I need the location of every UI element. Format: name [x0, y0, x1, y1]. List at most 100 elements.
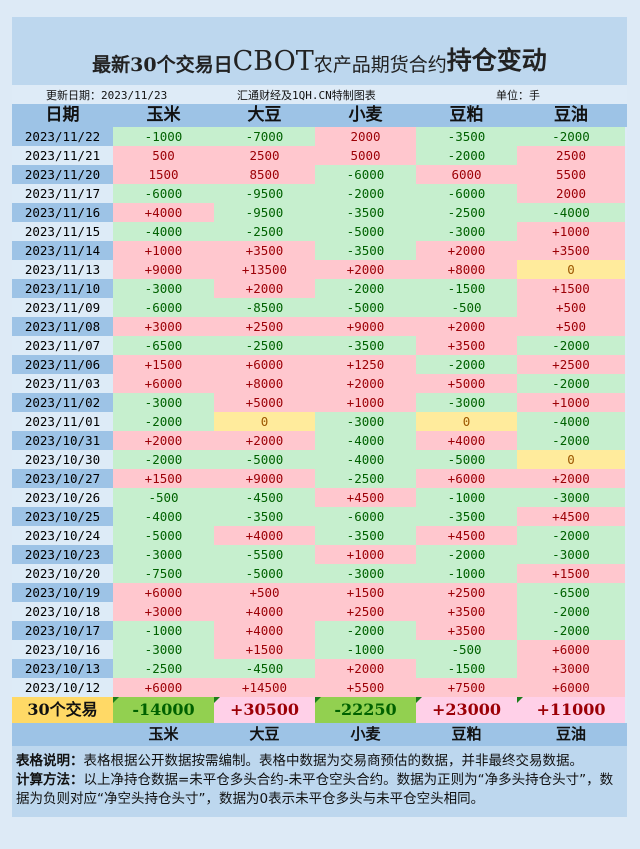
date-cell: 2023/11/14 [12, 241, 113, 260]
date-cell: 2023/11/09 [12, 298, 113, 317]
value-cell: -9500 [214, 203, 315, 222]
value-cell: +4000 [214, 602, 315, 621]
value-cell: +1500 [113, 469, 214, 488]
value-cell: +4000 [214, 526, 315, 545]
date-cell: 2023/11/16 [12, 203, 113, 222]
value-cell: 500 [113, 146, 214, 165]
table-row: 2023/11/14 +1000 +3500 -3500 +2000 +3500 [12, 241, 627, 260]
value-cell: -2500 [416, 203, 517, 222]
date-cell: 2023/11/06 [12, 355, 113, 374]
value-cell: -2000 [315, 621, 416, 640]
table-row: 2023/11/13 +9000 +13500 +2000 +8000 0 [12, 260, 627, 279]
table-row: 2023/11/10 -3000 +2000 -2000 -1500 +1500 [12, 279, 627, 298]
value-cell: +1500 [517, 279, 625, 298]
value-cell: +1000 [517, 393, 625, 412]
value-cell: +9000 [315, 317, 416, 336]
table-row: 2023/11/20 1500 8500 -6000 6000 5500 [12, 165, 627, 184]
table-row: 2023/10/30 -2000 -5000 -4000 -5000 0 [12, 450, 627, 469]
value-cell: -6500 [517, 583, 625, 602]
value-cell: -3500 [315, 526, 416, 545]
date-cell: 2023/10/12 [12, 678, 113, 697]
value-cell: -3000 [517, 545, 625, 564]
date-cell: 2023/10/30 [12, 450, 113, 469]
date-cell: 2023/10/19 [12, 583, 113, 602]
footer-header: 玉米 大豆 小麦 豆粕 豆油 [12, 723, 627, 746]
value-cell: -2000 [517, 621, 625, 640]
value-cell: -4500 [214, 659, 315, 678]
column-header: 玉米 [146, 105, 181, 125]
summary-value-text: +23000 [431, 700, 502, 719]
value-cell: -8500 [214, 298, 315, 317]
column-header: 豆油 [554, 105, 588, 125]
value-cell: 1500 [113, 165, 214, 184]
date-cell: 2023/11/08 [12, 317, 113, 336]
date-cell: 2023/10/18 [12, 602, 113, 621]
footer-column-header: 豆油 [555, 725, 586, 743]
value-cell: -500 [416, 640, 517, 659]
note-paragraph: 计算方法：以上净持仓数据=未平仓多头合约-未平仓空头合约。数据为正则为“净多头持… [16, 771, 623, 809]
value-cell: +2000 [416, 317, 517, 336]
comment-marker-icon [416, 697, 422, 703]
column-header: 小麦 [348, 105, 383, 125]
table-row: 2023/10/20 -7500 -5000 -3000 -1000 +1500 [12, 564, 627, 583]
value-cell: -9500 [214, 184, 315, 203]
note-label: 计算方法： [16, 772, 84, 788]
date-cell: 2023/10/31 [12, 431, 113, 450]
date-cell: 2023/10/26 [12, 488, 113, 507]
value-cell: -2500 [214, 336, 315, 355]
value-cell: +1000 [315, 393, 416, 412]
value-cell: +3000 [113, 317, 214, 336]
footer-column-header: 豆粕 [451, 725, 482, 743]
summary-value: +23000 [416, 697, 517, 723]
date-cell: 2023/10/13 [12, 659, 113, 678]
summary-value: +30500 [214, 697, 315, 723]
value-cell: +2000 [214, 431, 315, 450]
value-cell: -3000 [416, 222, 517, 241]
value-cell: +2000 [315, 260, 416, 279]
value-cell: +4000 [113, 203, 214, 222]
value-cell: -3500 [315, 241, 416, 260]
value-cell: +500 [517, 317, 625, 336]
value-cell: -5000 [416, 450, 517, 469]
value-cell: +1000 [113, 241, 214, 260]
value-cell: -500 [113, 488, 214, 507]
value-cell: +5500 [315, 678, 416, 697]
spacer [12, 723, 113, 746]
value-cell: +1500 [517, 564, 625, 583]
table-row: 2023/11/03 +6000 +8000 +2000 +5000 -2000 [12, 374, 627, 393]
value-cell: -3000 [416, 393, 517, 412]
value-cell: -2000 [517, 374, 625, 393]
table-row: 2023/11/16 +4000 -9500 -3500 -2500 -4000 [12, 203, 627, 222]
value-cell: +1500 [113, 355, 214, 374]
value-cell: +5000 [214, 393, 315, 412]
unit: 单位：手 [496, 88, 540, 102]
table-row: 2023/10/26 -500 -4500 +4500 -1000 -3000 [12, 488, 627, 507]
summary-value: -14000 [113, 697, 214, 723]
table-row: 2023/10/13 -2500 -4500 +2000 -1500 +3000 [12, 659, 627, 678]
date-cell: 2023/11/10 [12, 279, 113, 298]
value-cell: -3000 [113, 393, 214, 412]
value-cell: -2000 [113, 412, 214, 431]
value-cell: +6000 [517, 678, 625, 697]
value-cell: +6000 [214, 355, 315, 374]
value-cell: +9000 [214, 469, 315, 488]
value-cell: +3000 [113, 602, 214, 621]
note-paragraph: 表格说明：表格根据公开数据按需编制。表格中数据为交易商预估的数据，并非最终交易数… [16, 752, 623, 771]
note-label: 表格说明： [16, 753, 84, 769]
value-cell: -6000 [416, 184, 517, 203]
date-cell: 2023/10/25 [12, 507, 113, 526]
value-cell: +7500 [416, 678, 517, 697]
value-cell: -4500 [214, 488, 315, 507]
value-cell: +2000 [517, 469, 625, 488]
value-cell: -2000 [416, 146, 517, 165]
value-cell: +1250 [315, 355, 416, 374]
value-cell: +3500 [517, 241, 625, 260]
summary-value: +11000 [517, 697, 625, 723]
value-cell: +4000 [416, 431, 517, 450]
value-cell: -5000 [214, 564, 315, 583]
value-cell: +2500 [517, 355, 625, 374]
value-cell: +2500 [214, 317, 315, 336]
value-cell: 6000 [416, 165, 517, 184]
value-cell: -2000 [315, 279, 416, 298]
value-cell: -2500 [315, 469, 416, 488]
